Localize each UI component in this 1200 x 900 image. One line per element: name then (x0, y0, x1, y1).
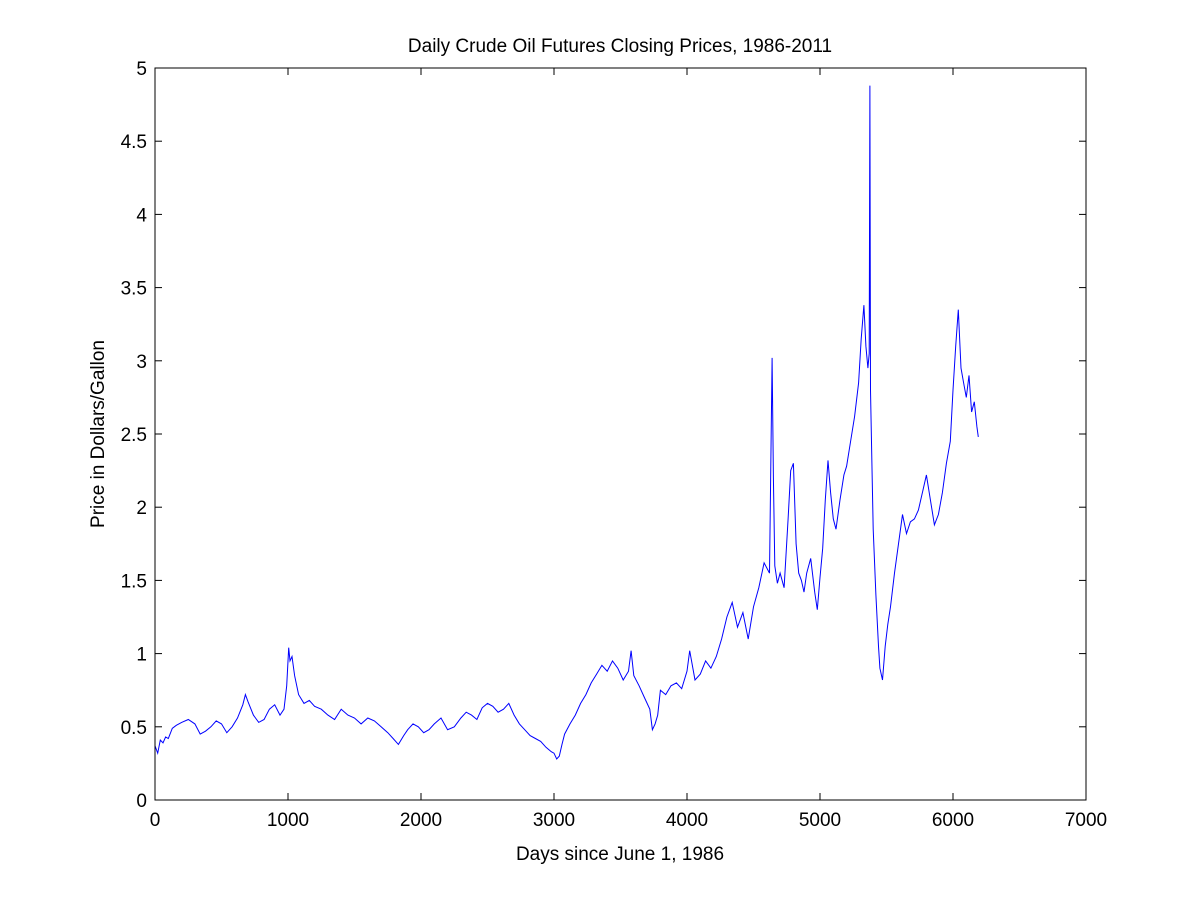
y-tick-label: 3 (136, 352, 147, 373)
y-tick-label: 0 (136, 791, 147, 812)
y-tick-label: 1 (136, 645, 147, 666)
x-tick-label: 4000 (666, 810, 708, 831)
ticks-layer: 0 1000 2000 3000 4000 5000 6000 7000 0 0.5 1 1.5 2 2.… (121, 59, 1108, 831)
series-layer (154, 85, 979, 760)
series-line (154, 85, 979, 760)
x-tick-label: 0 (150, 810, 161, 831)
y-tick-label: 2.5 (121, 425, 147, 446)
x-tick-label: 1000 (267, 810, 309, 831)
y-tick-label: 4.5 (121, 132, 147, 153)
y-tick-label: 1.5 (121, 571, 147, 592)
x-tick-label: 7000 (1065, 810, 1107, 831)
x-tick-label: 6000 (932, 810, 974, 831)
chart-title: Daily Crude Oil Futures Closing Prices, … (408, 36, 832, 57)
plot-area (155, 68, 1086, 800)
y-tick-label: 5 (136, 59, 147, 80)
x-tick-label: 5000 (799, 810, 841, 831)
y-tick-label: 0.5 (121, 718, 147, 739)
plot-frame (154, 67, 1087, 801)
y-tick-label: 3.5 (121, 279, 147, 300)
y-axis-title: Price in Dollars/Gallon (88, 340, 109, 528)
x-tick-label: 2000 (400, 810, 442, 831)
y-tick-label: 2 (136, 498, 147, 519)
x-axis-title: Days since June 1, 1986 (516, 844, 724, 865)
x-tick-label: 3000 (533, 810, 575, 831)
y-tick-label: 4 (136, 205, 147, 226)
